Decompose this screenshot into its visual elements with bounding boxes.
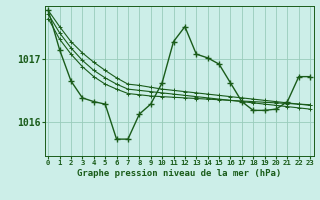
X-axis label: Graphe pression niveau de la mer (hPa): Graphe pression niveau de la mer (hPa) — [77, 169, 281, 178]
